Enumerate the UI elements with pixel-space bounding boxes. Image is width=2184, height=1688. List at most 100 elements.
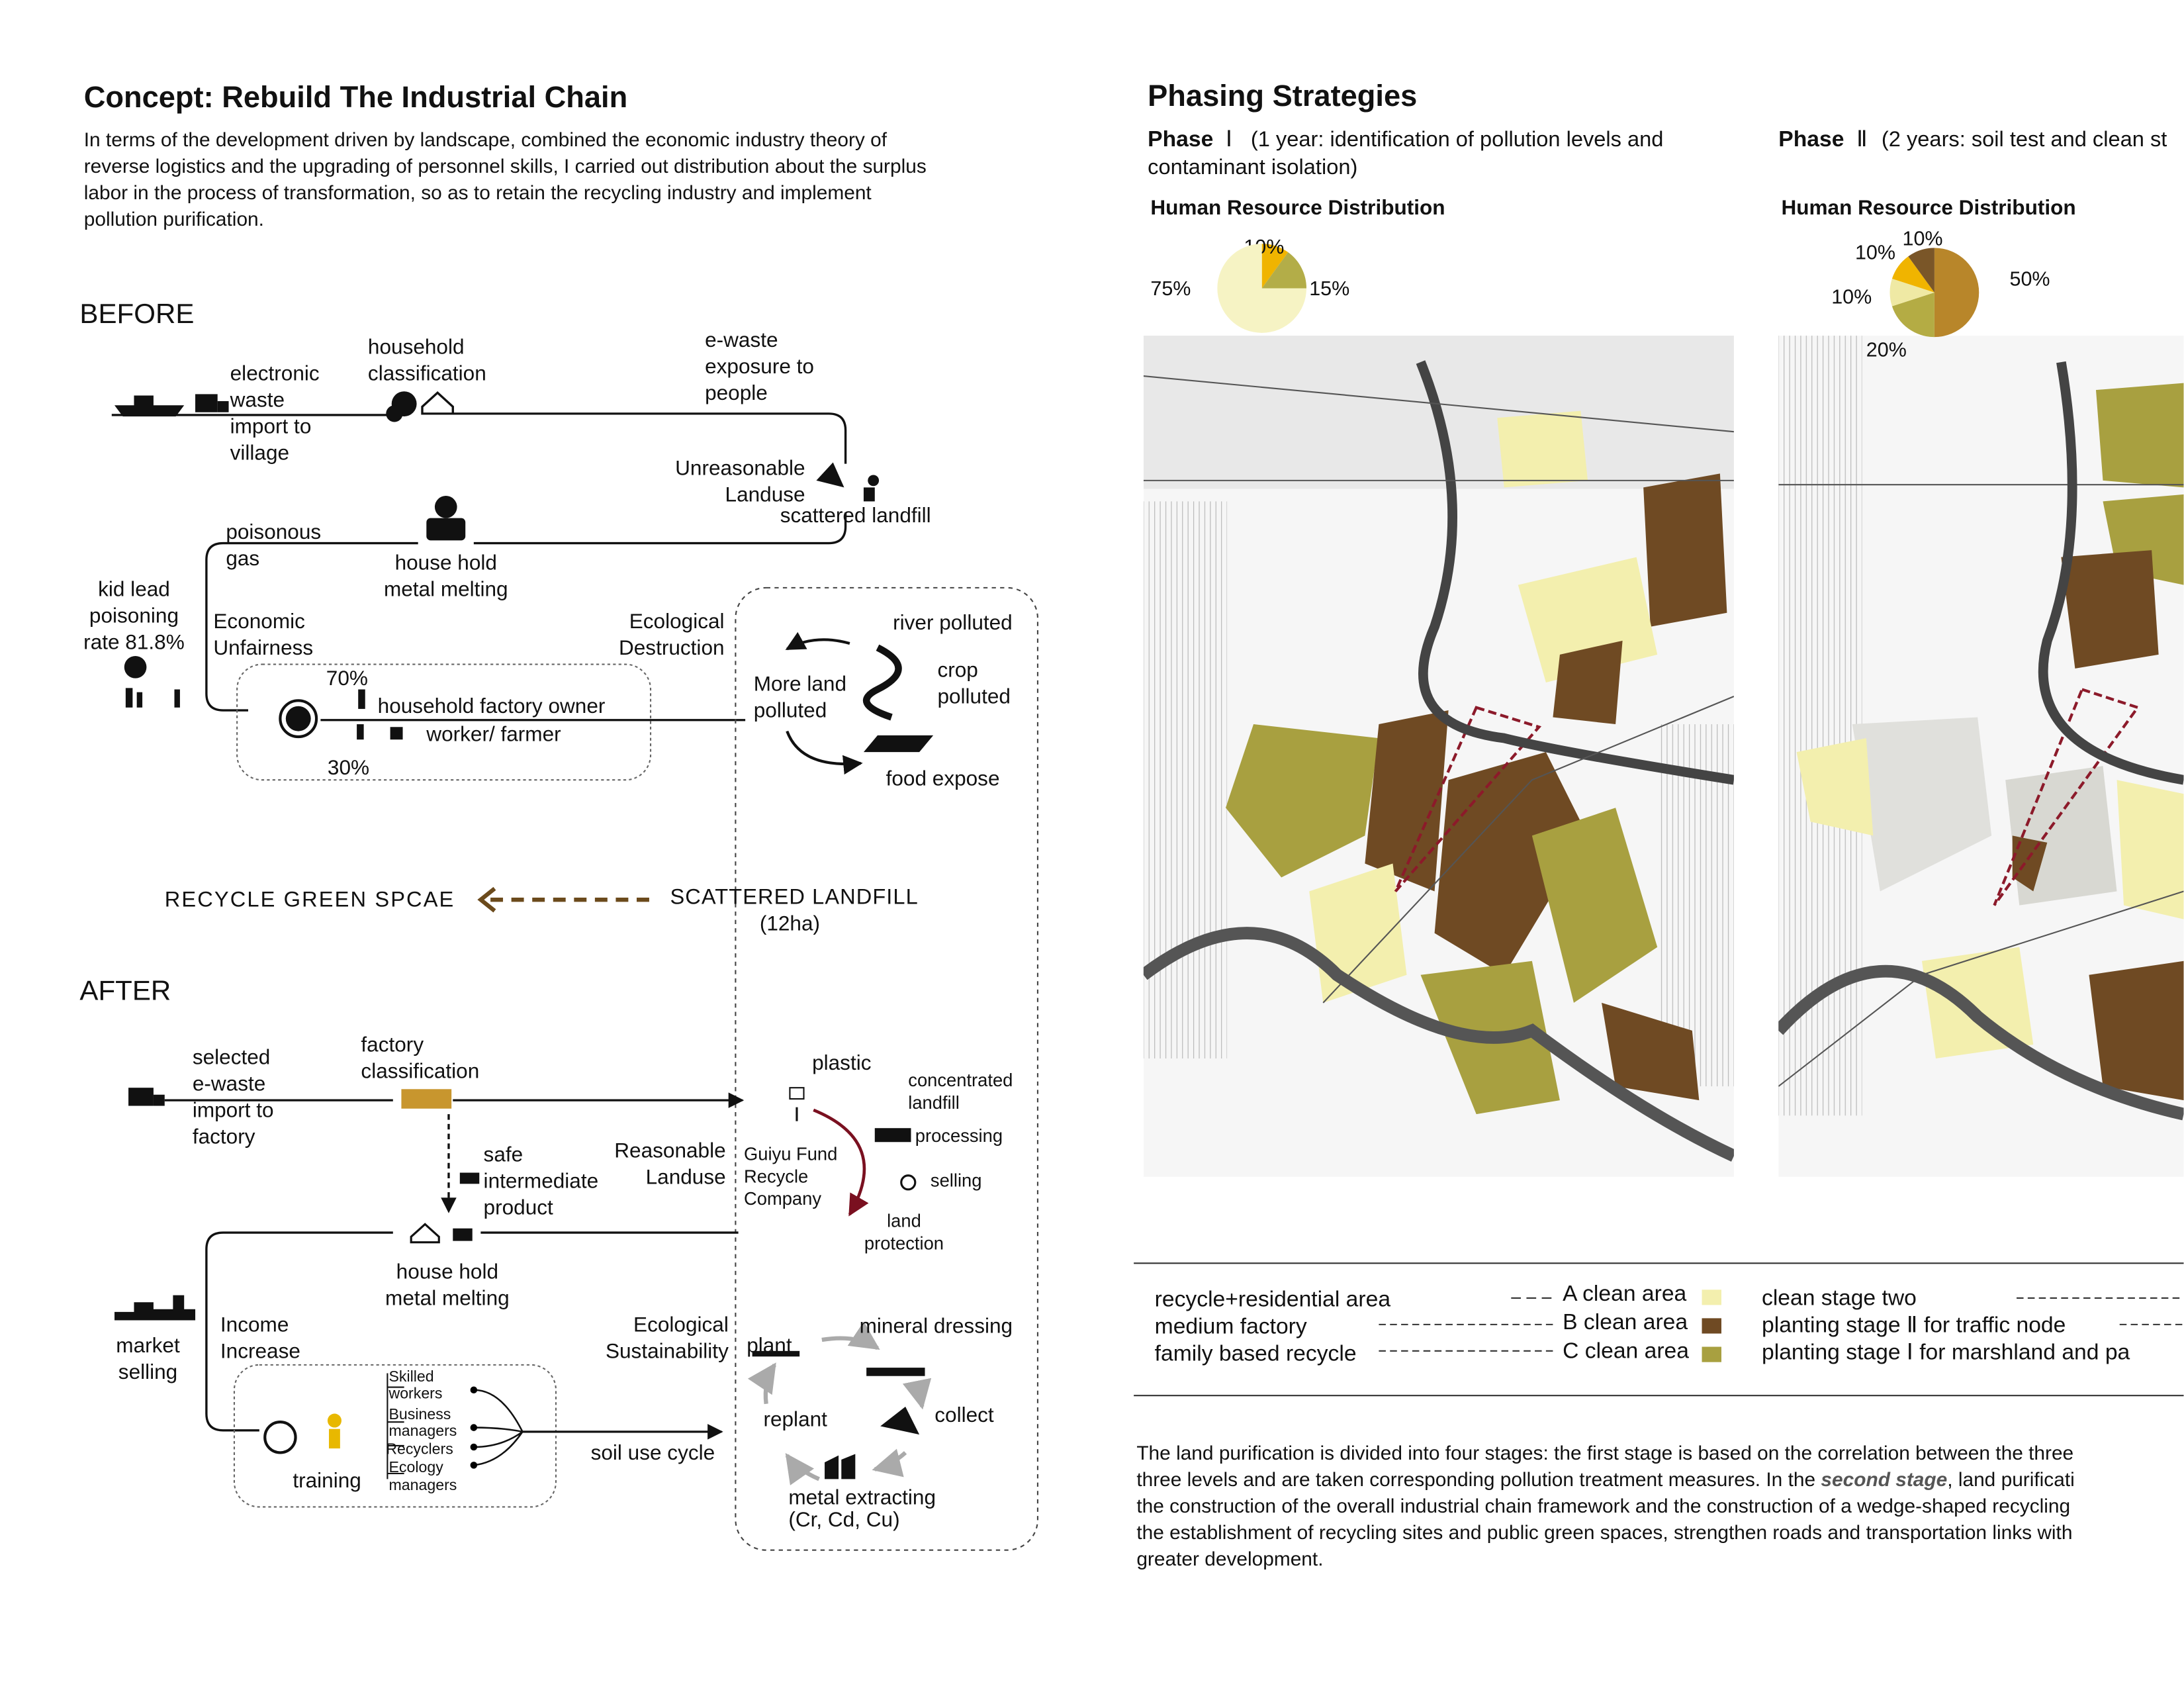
intro-line: labor in the process of transformation, …: [84, 182, 872, 204]
heading: AFTER: [79, 975, 171, 1006]
legend-line-label: recycle+residential area: [1155, 1288, 1391, 1312]
label: 70%: [326, 666, 368, 690]
label: exposure to: [705, 354, 814, 378]
description-line: the establishment of recycling sites and…: [1136, 1522, 2072, 1544]
legend-swatch: [1702, 1289, 1721, 1305]
connectors: [111, 412, 1038, 1551]
description-line: three levels and are taken corresponding…: [1136, 1469, 2074, 1491]
description-line: The land purification is divided into fo…: [1136, 1442, 2073, 1464]
pie-label: 20%: [1866, 339, 1907, 361]
label: selected: [193, 1045, 270, 1068]
pie-label: 75%: [1150, 277, 1191, 300]
label: Increase: [220, 1338, 300, 1362]
label: electronic: [230, 361, 320, 385]
description-part: greater development.: [1136, 1548, 1323, 1570]
intro-line: In terms of the development driven by la…: [84, 129, 887, 151]
label: Company: [744, 1188, 821, 1209]
description-line: the construction of the overall industri…: [1136, 1495, 2070, 1517]
label: Recycle: [744, 1166, 808, 1186]
label: import to: [230, 414, 312, 438]
intro-line: pollution purification.: [84, 209, 264, 230]
label: Sustainability: [606, 1338, 729, 1362]
legend-stage-label: planting stage Ⅱ for traffic node: [1762, 1313, 2066, 1337]
pie-title: Human Resource Distribution: [1150, 195, 1445, 219]
label: product: [484, 1196, 553, 1219]
icons: [114, 391, 934, 1479]
label: river polluted: [893, 610, 1013, 634]
label: factory: [193, 1124, 255, 1148]
label: crop: [937, 658, 978, 682]
label: mineral dressing: [860, 1313, 1013, 1337]
phase-desc: contaminant isolation): [1148, 154, 1357, 179]
label: selling: [931, 1170, 982, 1191]
label: market: [116, 1333, 180, 1357]
label: food expose: [886, 767, 1000, 790]
label: Income: [220, 1312, 289, 1336]
legend-area-label: A clean area: [1563, 1282, 1686, 1306]
pie-label: 10%: [1903, 227, 1943, 250]
label: people: [705, 381, 768, 404]
legend-stage-label: clean stage two: [1762, 1286, 1917, 1310]
label: managers: [389, 1476, 457, 1493]
legend-area-label: C clean area: [1563, 1338, 1689, 1363]
label: metal extracting: [788, 1485, 936, 1509]
label: e-waste: [193, 1071, 265, 1095]
description-part: the construction of the overall industri…: [1136, 1495, 2070, 1517]
label: kid lead: [98, 577, 170, 600]
label: Unreasonable: [675, 455, 805, 479]
label: metal melting: [384, 577, 508, 600]
intro-line: reverse logistics and the upgrading of p…: [84, 156, 927, 177]
label: Ecology: [389, 1458, 444, 1476]
description-part: , land purificati: [1947, 1469, 2075, 1491]
label: Guiyu Fund: [744, 1144, 837, 1164]
heading: BEFORE: [79, 298, 194, 329]
pie-slice: [1261, 252, 1307, 289]
pie-label: 50%: [2010, 267, 2050, 290]
label: classification: [361, 1058, 479, 1082]
label: managers: [389, 1422, 457, 1439]
label: poisonous: [226, 520, 321, 543]
label: rate 81.8%: [83, 630, 185, 653]
label: Landuse: [725, 482, 805, 506]
label: selling: [118, 1360, 177, 1383]
pie-title: Human Resource Distribution: [1781, 195, 2075, 219]
legend-swatch: [1702, 1346, 1721, 1362]
label: gas: [226, 546, 259, 570]
label: (Cr, Cd, Cu): [788, 1507, 899, 1531]
phase-label: Phase: [1778, 127, 1844, 152]
transition-label: SCATTERED LANDFILL: [670, 884, 919, 908]
transition-label: RECYCLE GREEN SPCAE: [165, 887, 455, 912]
phase-desc: (2 years: soil test and clean st: [1882, 126, 2167, 151]
label: household: [368, 334, 465, 358]
description-line: greater development.: [1136, 1548, 1323, 1570]
description-part: the establishment of recycling sites and…: [1136, 1522, 2072, 1544]
legend-stage-label: planting stage Ⅰ for marshland and pa: [1762, 1340, 2130, 1364]
pie-slice: [1217, 244, 1307, 333]
pie-slice: [1889, 279, 1934, 306]
phase-numeral: Ⅰ: [1226, 127, 1232, 152]
phase-label: Phase: [1148, 127, 1213, 152]
label: waste: [230, 387, 285, 411]
label: polluted: [754, 698, 827, 722]
legend-line-label: medium factory: [1155, 1315, 1307, 1339]
label: soil use cycle: [591, 1440, 715, 1464]
description-part: The land purification is divided into fo…: [1136, 1442, 2073, 1464]
label: workers: [388, 1384, 443, 1401]
pie-label: 10%: [1855, 241, 1895, 263]
label: plant: [747, 1333, 792, 1357]
label: protection: [864, 1233, 944, 1253]
map-phase-2: [1778, 336, 2184, 1177]
section-title: Phasing Strategies: [1148, 79, 1417, 113]
transition-label: (12ha): [760, 911, 820, 935]
label: 30%: [328, 755, 369, 779]
label: Landuse: [646, 1164, 726, 1188]
label: landfill: [908, 1092, 960, 1113]
label: processing: [915, 1125, 1003, 1146]
label: metal melting: [385, 1286, 510, 1309]
legend-line-label: family based recycle: [1155, 1342, 1357, 1366]
pie-slice: [1891, 292, 1934, 338]
legend-swatch: [1702, 1318, 1721, 1334]
label: import to: [193, 1098, 274, 1121]
